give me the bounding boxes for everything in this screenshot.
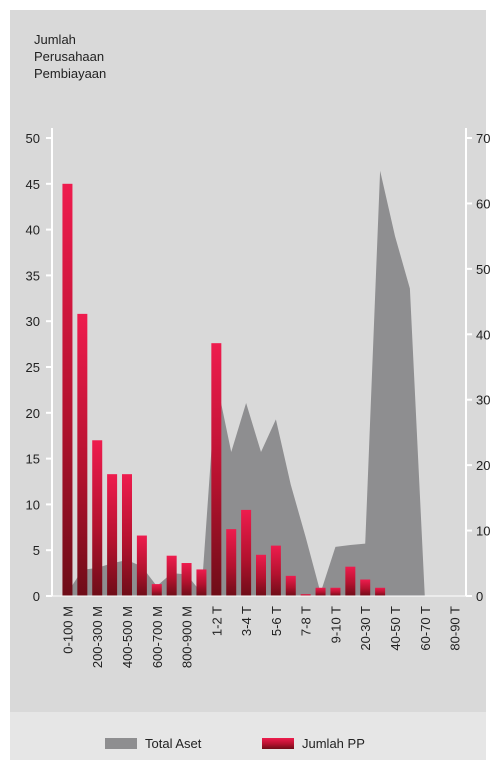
bar (92, 440, 103, 596)
bar (256, 554, 266, 596)
bar (300, 594, 311, 596)
y2-tick-label: 20 (476, 458, 490, 473)
y2-tick-label: 60 (476, 196, 490, 211)
legend-swatch (105, 738, 137, 749)
x-tick-label: 80-90 T (448, 606, 463, 651)
bar (151, 584, 162, 596)
legend-label: Jumlah PP (302, 736, 365, 751)
bar (226, 529, 237, 596)
x-tick-label: 600-700 M (150, 606, 165, 668)
area (67, 170, 455, 596)
x-tick-label: 0-100 M (60, 606, 75, 654)
y-axis-label: Pembiayaan (34, 66, 106, 81)
x-tick-label: 3-4 T (239, 606, 254, 636)
x-tick-label: 400-500 M (120, 606, 135, 668)
x-tick-label: 40-50 T (388, 606, 403, 651)
x-tick-label: 60-70 T (418, 606, 433, 651)
y-tick-label: 15 (26, 452, 40, 467)
y-tick-label: 30 (26, 314, 40, 329)
y-tick-label: 5 (33, 543, 40, 558)
bar (211, 343, 222, 596)
bar (360, 579, 371, 596)
legend-panel (10, 712, 486, 760)
y2-tick-label: 70 (476, 131, 490, 146)
y-tick-label: 35 (26, 268, 40, 283)
bar (241, 509, 252, 596)
y2-tick-label: 10 (476, 524, 490, 539)
bar (285, 575, 296, 596)
bar (122, 474, 132, 596)
y2-tick-label: 30 (476, 393, 490, 408)
bar (330, 587, 341, 596)
bar (375, 587, 386, 596)
y-tick-label: 25 (26, 360, 40, 375)
y2-tick-label: 50 (476, 262, 490, 277)
bar (62, 183, 73, 597)
y-tick-label: 45 (26, 177, 40, 192)
bar (77, 313, 88, 596)
x-tick-label: 7-8 T (299, 606, 314, 636)
bar (136, 535, 147, 596)
x-tick-label: 200-300 M (90, 606, 105, 668)
y-tick-label: 10 (26, 497, 40, 512)
bar (166, 555, 177, 596)
y-tick-label: 50 (26, 131, 40, 146)
x-tick-label: 800-900 M (180, 606, 195, 668)
y-tick-label: 20 (26, 406, 40, 421)
y-tick-label: 40 (26, 223, 40, 238)
y-axis-label: Jumlah (34, 32, 76, 47)
x-tick-label: 1-2 T (209, 606, 224, 636)
y-tick-label: 0 (33, 589, 40, 604)
y-axis-label: Perusahaan (34, 49, 104, 64)
bar (181, 563, 192, 596)
x-tick-label: 20-30 T (358, 606, 373, 651)
y2-tick-label: 0 (476, 589, 483, 604)
bar (107, 474, 118, 596)
bar (196, 569, 207, 596)
legend-swatch (262, 738, 294, 749)
bar (315, 587, 326, 596)
bar (270, 545, 281, 596)
bar (345, 566, 356, 596)
legend-label: Total Aset (145, 736, 202, 751)
y2-tick-label: 40 (476, 327, 490, 342)
x-tick-label: 9-10 T (328, 606, 343, 643)
x-tick-label: 5-6 T (269, 606, 284, 636)
